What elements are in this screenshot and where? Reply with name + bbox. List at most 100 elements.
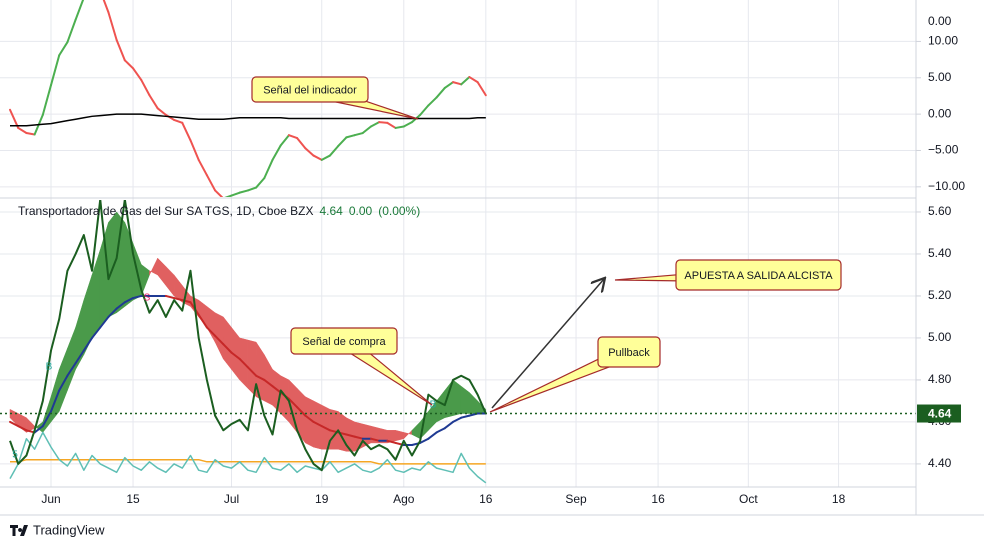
line-series — [10, 113, 486, 127]
line-segment — [369, 121, 381, 128]
line-segment — [205, 174, 217, 192]
line-segment — [230, 191, 241, 197]
line-segment — [156, 107, 167, 116]
x-tick-label: 19 — [315, 492, 329, 506]
line-segment — [9, 108, 20, 129]
line-segment — [238, 189, 249, 194]
line-segment — [296, 137, 307, 150]
annotation-layer: B S B 5 Señal del indicador Señal de compra AP… — [12, 76, 842, 461]
line-segment — [443, 81, 454, 89]
cloud-segment — [452, 379, 462, 416]
grid-layer — [0, 0, 916, 487]
logo: TradingView — [10, 522, 105, 537]
line-segment — [17, 425, 28, 432]
axes-layer: Jun 15 Jul 19 Ago 16 Sep 16 Oct 18 −10.00 −5.00 0.00… — [0, 0, 984, 516]
line-segment — [246, 186, 258, 192]
callout-cover — [292, 329, 396, 353]
indicator-pane — [9, 0, 487, 197]
line-segment — [476, 81, 487, 97]
line-segment — [123, 59, 135, 70]
line-segment — [353, 132, 364, 137]
line-segment — [378, 121, 389, 124]
logo-text: TradingView — [33, 522, 105, 537]
cloud-segment — [108, 211, 117, 318]
y-tick-label: 5.60 — [928, 204, 952, 218]
line-segment — [224, 194, 233, 197]
line-segment — [263, 378, 274, 388]
line-segment — [74, 349, 85, 365]
line-segment — [419, 104, 430, 116]
signal-marker: 5 — [12, 450, 18, 461]
line-segment — [312, 420, 323, 428]
line-segment — [33, 425, 44, 434]
line-segment — [238, 357, 249, 369]
y-tick-label: 5.00 — [928, 330, 952, 344]
line-segment — [222, 343, 233, 354]
x-tick-label: 18 — [832, 492, 846, 506]
last-price-tag — [917, 404, 961, 423]
line-segment — [452, 416, 463, 423]
line-segment — [107, 11, 118, 41]
line-segment — [205, 326, 217, 337]
line-segment — [427, 431, 438, 440]
line-segment — [345, 134, 356, 139]
header-change: 0.00 — [349, 204, 373, 218]
line-segment — [255, 177, 266, 189]
line-segment — [230, 351, 241, 360]
x-tick-label: Sep — [565, 492, 587, 506]
line-segment — [287, 134, 299, 140]
line-segment — [246, 366, 258, 377]
line-segment — [320, 425, 331, 432]
line-segment — [115, 301, 126, 310]
x-tick-label: 16 — [479, 492, 493, 506]
line-segment — [402, 121, 413, 128]
line-segment — [452, 81, 463, 86]
line-segment — [427, 96, 438, 107]
line-segment — [320, 154, 331, 161]
line-segment — [41, 410, 53, 428]
y-tick-label: 5.20 — [928, 288, 952, 302]
callout-text: Señal de compra — [302, 336, 386, 348]
x-tick-label: Jun — [41, 492, 60, 506]
x-tick-label: Jul — [224, 492, 239, 506]
callout-text: Pullback — [608, 347, 650, 359]
line-segment — [312, 154, 323, 161]
line-segment — [50, 389, 61, 413]
y-tick-label: 4.40 — [928, 456, 952, 470]
last-price-label: 4.64 — [928, 407, 952, 421]
line-segment — [58, 374, 69, 392]
line-segment — [255, 374, 266, 381]
callout-cover — [253, 78, 367, 101]
line-segment — [263, 158, 274, 180]
line-segment — [460, 414, 471, 419]
callout-cover — [599, 338, 659, 366]
line-segment — [102, 0, 110, 14]
line-segment — [132, 294, 143, 300]
line-segment — [17, 126, 28, 135]
signal-marker: B — [430, 400, 437, 411]
indicator-value-label: 0.00 — [928, 14, 952, 28]
line-segment — [115, 38, 126, 62]
line-segment — [197, 313, 208, 329]
line-segment — [107, 307, 118, 318]
y-tick-label: −10.00 — [928, 179, 965, 193]
line-segment — [214, 334, 225, 346]
logo-icon — [10, 525, 28, 536]
line-segment — [296, 406, 307, 417]
header-change-pct: (0.00%) — [378, 204, 420, 218]
y-tick-label: 0.00 — [928, 106, 952, 120]
line-segment — [66, 18, 77, 44]
line-segment — [164, 294, 176, 300]
line-segment — [328, 145, 340, 157]
y-tick-label: 10.00 — [928, 34, 958, 48]
line-segment — [468, 76, 479, 84]
line-segment — [9, 420, 20, 428]
line-segment — [66, 362, 77, 377]
line-segment — [25, 132, 36, 136]
signal-marker: B — [46, 362, 53, 373]
line-series — [9, 431, 487, 484]
line-segment — [419, 437, 430, 444]
line-segment — [132, 67, 143, 81]
cloud-segment — [329, 408, 339, 450]
